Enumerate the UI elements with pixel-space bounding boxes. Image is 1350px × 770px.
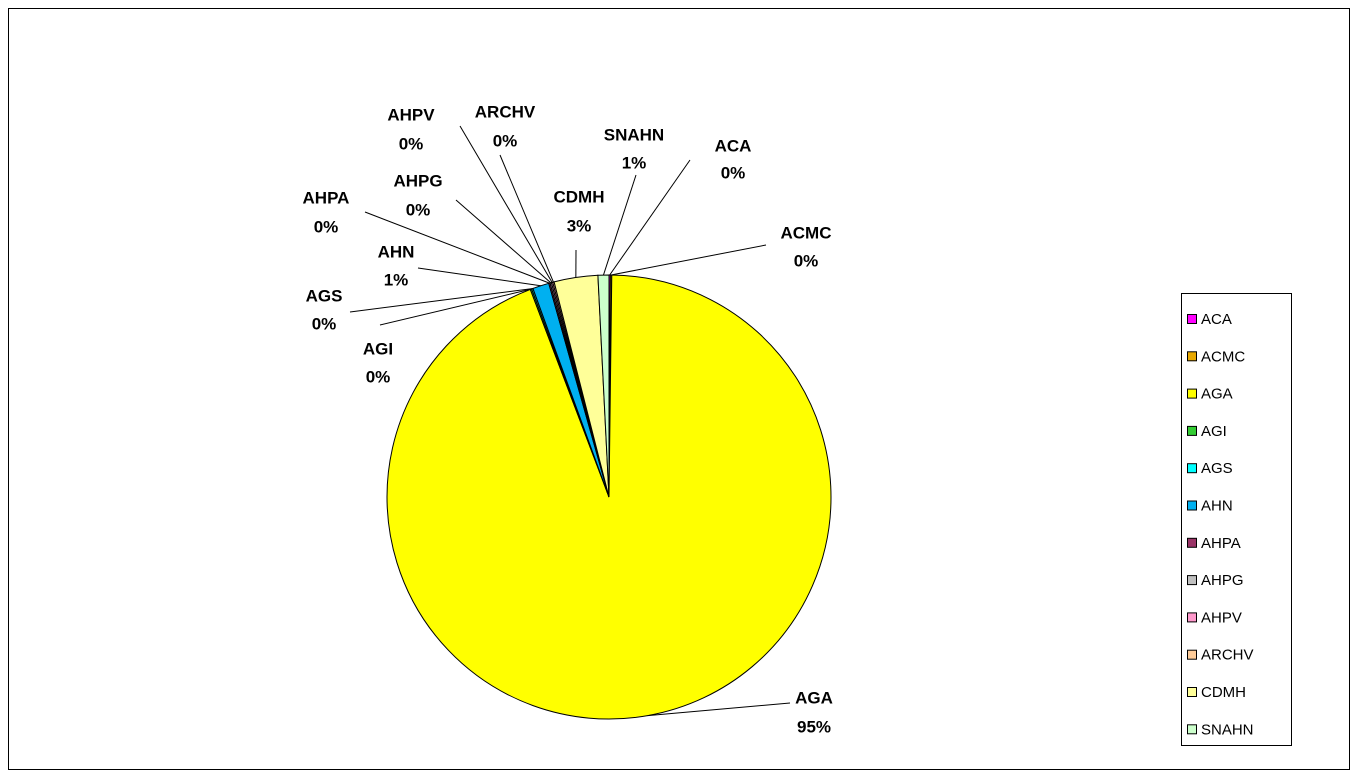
data-label-name: AGI <box>363 339 393 358</box>
pie-slice <box>597 274 610 498</box>
data-label-value: 3% <box>567 216 592 235</box>
legend-label: ARCHV <box>1201 647 1254 664</box>
data-label-name: AGA <box>795 688 833 707</box>
data-label-value: 1% <box>384 270 409 289</box>
legend-label: AHN <box>1201 497 1233 514</box>
leader-line <box>610 244 767 276</box>
data-label-name: ACMC <box>781 223 832 242</box>
data-label-name: SNAHN <box>604 125 664 144</box>
legend-swatch <box>1187 388 1197 399</box>
legend-label: AGI <box>1201 423 1227 440</box>
legend-label: AHPV <box>1201 609 1242 626</box>
leader-line <box>379 288 532 326</box>
leader-line <box>647 702 791 717</box>
legend-swatch <box>1187 314 1197 324</box>
legend-swatch <box>1187 500 1197 511</box>
data-label-value: 0% <box>314 217 339 236</box>
legend-label: AHPA <box>1201 535 1241 552</box>
leader-line <box>602 174 637 276</box>
legend-swatch <box>1187 575 1197 586</box>
leader-line <box>459 125 553 283</box>
data-label-value: 1% <box>622 153 647 172</box>
legend-label: AGA <box>1201 386 1233 403</box>
data-label-value: 0% <box>399 134 424 153</box>
legend-label: CDMH <box>1201 684 1246 701</box>
data-label-value: 0% <box>366 367 391 386</box>
legend-label: ACA <box>1201 311 1232 328</box>
data-label-value: 0% <box>312 314 337 333</box>
data-label-value: 0% <box>406 200 431 219</box>
leader-line <box>455 199 552 284</box>
leader-line <box>364 211 550 284</box>
data-label-name: AHN <box>378 242 415 261</box>
legend-swatch <box>1187 463 1197 474</box>
data-label-name: AHPV <box>387 105 435 124</box>
legend-label: AHPG <box>1201 572 1244 589</box>
legend-swatch <box>1187 425 1197 436</box>
data-label-name: AHPG <box>393 171 442 190</box>
legend-swatch <box>1187 724 1197 735</box>
legend-swatch <box>1187 612 1197 623</box>
data-label-name: ACA <box>715 136 752 155</box>
data-label-name: ARCHV <box>475 102 536 121</box>
legend-swatch <box>1187 687 1197 697</box>
legend-swatch <box>1187 537 1197 548</box>
legend-label: ACMC <box>1201 348 1245 365</box>
legend-label: AGS <box>1201 460 1233 477</box>
legend-swatch <box>1187 649 1197 660</box>
data-label-value: 0% <box>721 163 746 182</box>
legend-label: SNAHN <box>1201 721 1254 738</box>
data-label-name: AGS <box>306 286 343 305</box>
data-label-value: 0% <box>493 131 518 150</box>
data-label-value: 0% <box>794 251 819 270</box>
data-label-name: CDMH <box>554 187 605 206</box>
legend-swatch <box>1187 351 1197 362</box>
leader-line <box>349 288 533 313</box>
data-label-value: 95% <box>797 717 831 736</box>
leader-line <box>609 159 691 276</box>
legend-box <box>1181 293 1292 746</box>
data-label-name: AHPA <box>303 188 350 207</box>
leader-line <box>417 267 541 287</box>
leader-line <box>499 154 554 283</box>
